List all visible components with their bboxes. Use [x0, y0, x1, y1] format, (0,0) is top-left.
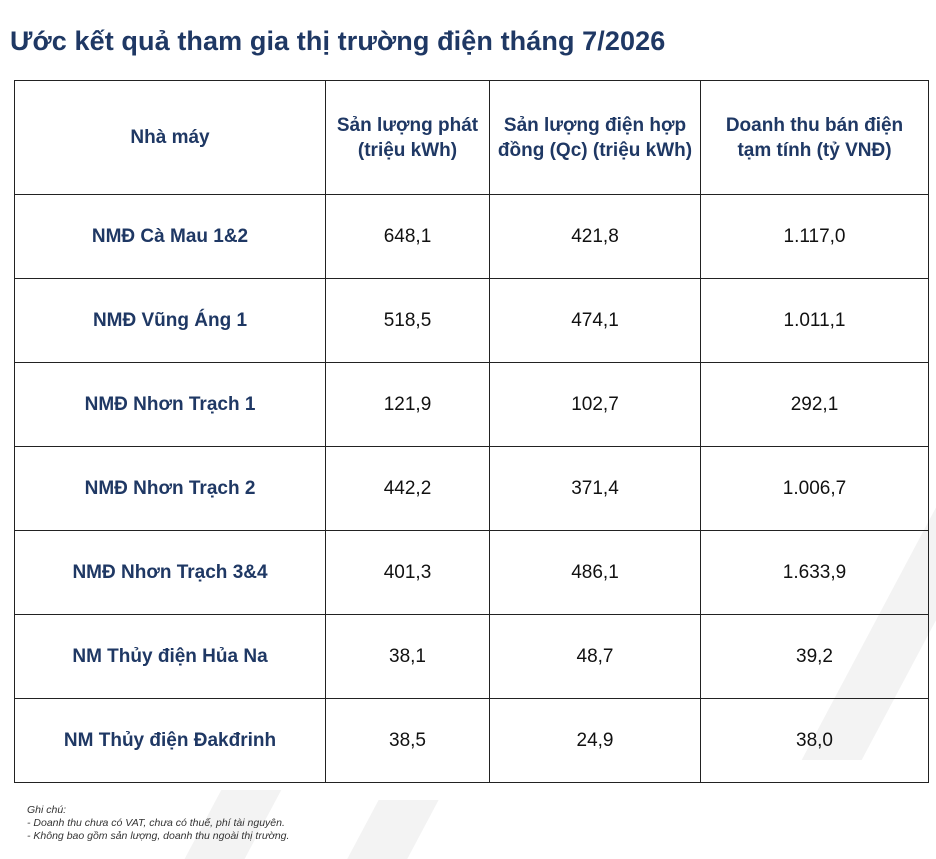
- contract-value: 24,9: [489, 698, 701, 783]
- generation-value: 648,1: [325, 194, 490, 279]
- table-row: NMĐ Nhơn Trạch 3&4 401,3 486,1 1.633,9: [14, 530, 929, 615]
- table-row: NMĐ Cà Mau 1&2 648,1 421,8 1.117,0: [14, 194, 929, 279]
- generation-value: 38,1: [325, 614, 490, 699]
- footnote-item: - Doanh thu chưa có VAT, chưa có thuế, p…: [27, 817, 285, 829]
- contract-value: 486,1: [489, 530, 701, 615]
- generation-value: 401,3: [325, 530, 490, 615]
- generation-value: 121,9: [325, 362, 490, 447]
- table-header-row: Nhà máy Sản lượng phát (triệu kWh) Sản l…: [14, 80, 929, 195]
- revenue-value: 1.633,9: [700, 530, 929, 615]
- revenue-value: 39,2: [700, 614, 929, 699]
- footnotes: Ghi chú: - Doanh thu chưa có VAT, chưa c…: [27, 804, 289, 843]
- footnote-item: - Không bao gồm sản lượng, doanh thu ngo…: [27, 830, 290, 842]
- revenue-value: 1.006,7: [700, 446, 929, 531]
- revenue-value: 38,0: [700, 698, 929, 783]
- revenue-value: 1.011,1: [700, 278, 929, 363]
- revenue-value: 292,1: [700, 362, 929, 447]
- page-title: Ước kết quả tham gia thị trường điện thá…: [10, 26, 666, 56]
- revenue-value: 1.117,0: [700, 194, 929, 279]
- header-contract-output: Sản lượng điện hợp đồng (Qc) (triệu kWh): [489, 80, 701, 195]
- header-generation-output: Sản lượng phát (triệu kWh): [325, 80, 490, 195]
- contract-value: 48,7: [489, 614, 701, 699]
- plant-name: NMĐ Nhơn Trạch 2: [14, 446, 326, 531]
- header-provisional-revenue: Doanh thu bán điện tạm tính (tỷ VNĐ): [700, 80, 929, 195]
- plant-name: NMĐ Cà Mau 1&2: [14, 194, 326, 279]
- contract-value: 371,4: [489, 446, 701, 531]
- generation-value: 38,5: [325, 698, 490, 783]
- contract-value: 421,8: [489, 194, 701, 279]
- background-watermark-shape: [341, 800, 439, 859]
- footnote-heading: Ghi chú:: [27, 804, 67, 816]
- table-row: NM Thủy điện Hủa Na 38,1 48,7 39,2: [14, 614, 929, 699]
- contract-value: 102,7: [489, 362, 701, 447]
- table-row: NM Thủy điện Đakđrinh 38,5 24,9 38,0: [14, 698, 929, 783]
- contract-value: 474,1: [489, 278, 701, 363]
- results-table: Nhà máy Sản lượng phát (triệu kWh) Sản l…: [14, 80, 929, 783]
- header-plant: Nhà máy: [14, 80, 326, 195]
- generation-value: 518,5: [325, 278, 490, 363]
- generation-value: 442,2: [325, 446, 490, 531]
- plant-name: NM Thủy điện Hủa Na: [14, 614, 326, 699]
- plant-name: NMĐ Nhơn Trạch 3&4: [14, 530, 326, 615]
- table-row: NMĐ Vũng Áng 1 518,5 474,1 1.011,1: [14, 278, 929, 363]
- plant-name: NM Thủy điện Đakđrinh: [14, 698, 326, 783]
- table-row: NMĐ Nhơn Trạch 2 442,2 371,4 1.006,7: [14, 446, 929, 531]
- plant-name: NMĐ Nhơn Trạch 1: [14, 362, 326, 447]
- plant-name: NMĐ Vũng Áng 1: [14, 278, 326, 363]
- table-row: NMĐ Nhơn Trạch 1 121,9 102,7 292,1: [14, 362, 929, 447]
